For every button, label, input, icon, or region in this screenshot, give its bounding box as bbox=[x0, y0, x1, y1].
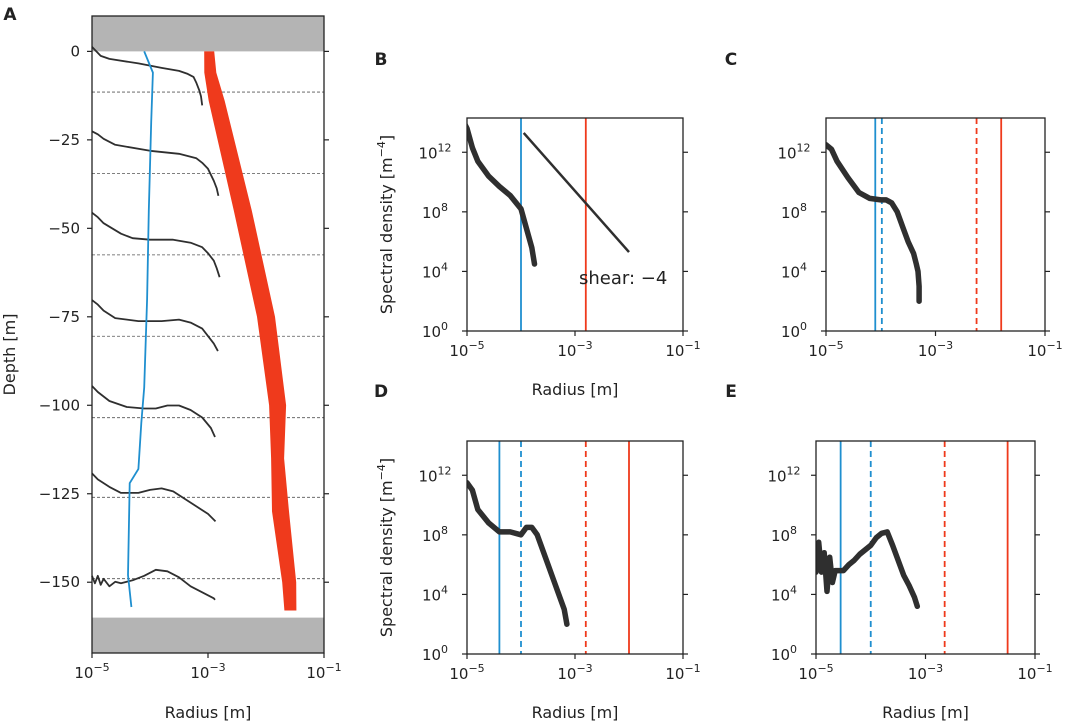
panel-d: Radius [m] Spectral density [m−4] D bbox=[374, 382, 688, 722]
b-shear-line bbox=[522, 132, 630, 253]
b-ytick-label-2: 108 bbox=[422, 201, 448, 222]
d-ytick-label-2: 108 bbox=[422, 524, 448, 545]
b-ylabel: Spectral density [m−4] bbox=[375, 135, 396, 314]
e-ytick-label-2: 108 bbox=[771, 524, 797, 545]
a-ytick-label-5: −125 bbox=[39, 485, 80, 503]
panel-letter-a: A bbox=[3, 5, 17, 25]
b-spectrum bbox=[467, 122, 538, 267]
profile-spectrum-0 bbox=[91, 46, 204, 106]
a-ytick-label-6: −150 bbox=[39, 573, 80, 591]
a-ytick-label-0: 0 bbox=[70, 42, 80, 60]
profile-spectrum-1 bbox=[91, 130, 220, 196]
c-xtick-label-1: 10−3 bbox=[918, 339, 953, 360]
e-ytick-label-1: 104 bbox=[771, 583, 797, 604]
c-frame bbox=[825, 117, 1046, 332]
b-frame bbox=[466, 117, 684, 332]
b-xtick-label-2: 10−1 bbox=[665, 339, 700, 360]
d-xtick-label-0: 10−5 bbox=[449, 662, 484, 683]
b-xlabel: Radius [m] bbox=[532, 380, 619, 399]
c-ytick-label-3: 1012 bbox=[777, 141, 810, 162]
e-xtick-label-1: 10−3 bbox=[908, 662, 943, 683]
profile-spectrum-3 bbox=[91, 299, 219, 352]
c-xtick-label-2: 10−1 bbox=[1027, 339, 1062, 360]
profile-spectrum-2 bbox=[91, 211, 221, 278]
panel-letter-d: D bbox=[374, 382, 388, 402]
d-spectrum bbox=[467, 479, 570, 627]
d-ytick-label-1: 104 bbox=[422, 583, 448, 604]
c-ytick-label-1: 104 bbox=[781, 260, 807, 281]
gray-band-1 bbox=[92, 617, 324, 653]
d-ytick-label-0: 100 bbox=[422, 643, 448, 664]
d-ylabel: Spectral density [m−4] bbox=[375, 458, 396, 637]
e-xtick-label-0: 10−5 bbox=[798, 662, 833, 683]
c-xtick-label-0: 10−5 bbox=[808, 339, 843, 360]
c-ytick-label-2: 108 bbox=[781, 201, 807, 222]
a-xtick-label-1: 10−3 bbox=[190, 661, 225, 682]
panel-b: Radius [m] Spectral density [m−4] shear: −… bbox=[375, 50, 688, 399]
b-ytick-label-1: 104 bbox=[422, 260, 448, 281]
a-ylabel: Depth [m] bbox=[0, 314, 19, 396]
d-xtick-label-1: 10−3 bbox=[557, 662, 592, 683]
d-ytick-label-3: 1012 bbox=[418, 464, 451, 485]
a-ytick-label-1: −25 bbox=[48, 131, 80, 149]
c-spectrum bbox=[826, 142, 922, 304]
panel-a: 0 −25 −50 −75 −100 −125 −150 Radius [m] Depth [m… bbox=[0, 5, 329, 722]
e-spectrum bbox=[816, 529, 921, 610]
panel-b-plot bbox=[467, 118, 630, 331]
b-xtick-label-1: 10−3 bbox=[557, 339, 592, 360]
a-xtick-label-2: 10−1 bbox=[306, 661, 341, 682]
panel-d-plot bbox=[467, 441, 630, 654]
c-ytick-label-0: 100 bbox=[781, 320, 807, 341]
e-frame bbox=[815, 440, 1036, 655]
a-ytick-label-3: −75 bbox=[48, 308, 80, 326]
blue-radius-line bbox=[127, 51, 154, 608]
a-ytick-label-2: −50 bbox=[48, 219, 80, 237]
b-ytick-label-0: 100 bbox=[422, 320, 448, 341]
panel-letter-e: E bbox=[725, 382, 737, 402]
a-ytick-label-4: −100 bbox=[39, 396, 80, 414]
d-xlabel: Radius [m] bbox=[532, 703, 619, 722]
b-xtick-label-0: 10−5 bbox=[449, 339, 484, 360]
b-annotation: shear: −4 bbox=[579, 268, 667, 289]
profile-spectrum-6 bbox=[91, 568, 216, 601]
a-xtick-label-0: 10−5 bbox=[74, 661, 109, 682]
d-xtick-label-2: 10−1 bbox=[665, 662, 700, 683]
e-xtick-label-2: 10−1 bbox=[1017, 662, 1052, 683]
panel-letter-b: B bbox=[375, 50, 388, 70]
red-radius-band bbox=[204, 51, 297, 611]
a-xlabel: Radius [m] bbox=[165, 703, 252, 722]
e-xlabel: Radius [m] bbox=[882, 703, 969, 722]
panel-e-plot bbox=[816, 441, 1009, 654]
panel-c: C bbox=[725, 50, 1050, 336]
e-ytick-label-3: 1012 bbox=[767, 464, 800, 485]
e-ytick-label-0: 100 bbox=[771, 643, 797, 664]
profile-spectrum-5 bbox=[91, 472, 217, 523]
b-ytick-label-3: 1012 bbox=[418, 141, 451, 162]
panel-c-plot bbox=[826, 118, 1003, 331]
panel-e: Radius [m] E bbox=[725, 382, 1040, 722]
gray-band-0 bbox=[92, 16, 324, 52]
panel-letter-c: C bbox=[725, 50, 737, 70]
profile-spectrum-4 bbox=[91, 385, 216, 438]
